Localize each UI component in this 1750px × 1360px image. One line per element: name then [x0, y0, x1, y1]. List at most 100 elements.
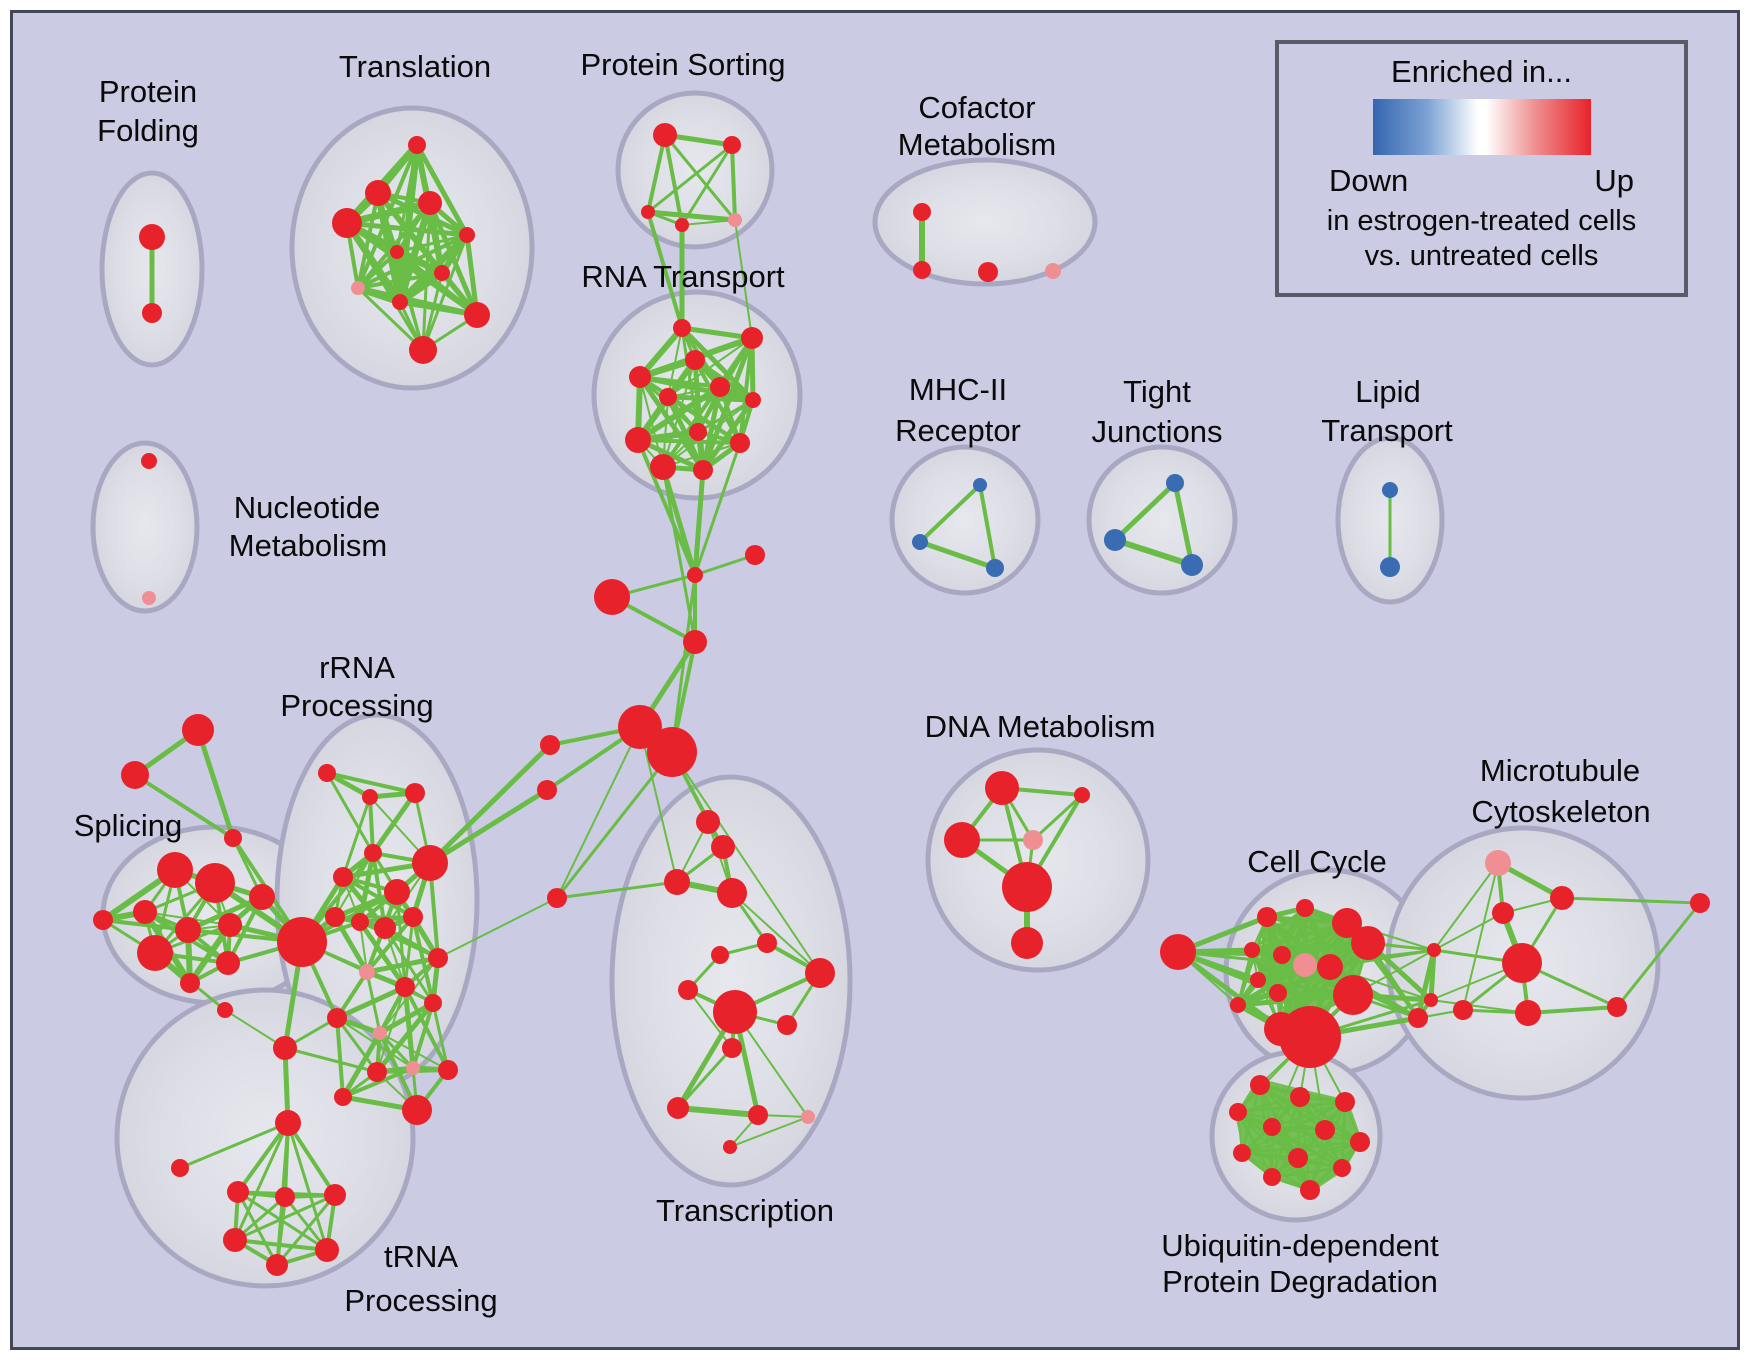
cell-cycle-node[interactable] [1333, 975, 1373, 1015]
translation-node[interactable] [409, 336, 437, 364]
protein-folding-node[interactable] [139, 224, 165, 250]
mhc-ii-receptor-node[interactable] [973, 478, 987, 492]
transcription-node[interactable] [678, 980, 698, 1000]
protein-sorting-node[interactable] [675, 218, 689, 232]
cell-cycle-node[interactable] [1317, 954, 1343, 980]
trna-processing-node[interactable] [315, 1238, 339, 1262]
transcription-node[interactable] [664, 869, 690, 895]
microtubule-cytoskeleton-node[interactable] [1550, 886, 1574, 910]
rrna-processing-node[interactable] [327, 1008, 347, 1028]
cell-cycle-node[interactable] [1351, 926, 1385, 960]
rrna-processing-node[interactable] [438, 1060, 458, 1080]
translation-node[interactable] [390, 245, 404, 259]
rrna-processing-node[interactable] [362, 789, 378, 805]
rna-transport-node[interactable] [710, 377, 730, 397]
splicing-node[interactable] [216, 951, 240, 975]
cell-cycle-node[interactable] [1257, 907, 1277, 927]
ubiquitin-degradation-node[interactable] [1315, 1120, 1335, 1140]
ubiquitin-degradation-node[interactable] [1288, 1148, 1308, 1168]
ubiquitin-degradation-node[interactable] [1350, 1132, 1370, 1152]
splicing-node[interactable] [218, 913, 242, 937]
cofactor-metabolism-node[interactable] [913, 261, 931, 279]
lipid-transport-node[interactable] [1382, 482, 1398, 498]
mhc-ii-receptor-node[interactable] [986, 559, 1004, 577]
microtubule-cytoskeleton-node[interactable] [1492, 902, 1514, 924]
dna-metabolism-node[interactable] [1023, 830, 1043, 850]
microtubule-cytoskeleton-node[interactable] [1690, 893, 1710, 913]
cofactor-metabolism-node[interactable] [978, 262, 998, 282]
connectors-node[interactable] [537, 780, 557, 800]
cell-cycle-node[interactable] [1332, 908, 1362, 938]
rna-transport-node[interactable] [673, 319, 691, 337]
trna-processing-node[interactable] [273, 1036, 297, 1060]
transcription-node[interactable] [722, 1038, 742, 1058]
transcription-node[interactable] [757, 933, 777, 953]
rrna-processing-node[interactable] [351, 913, 369, 931]
dna-metabolism-node[interactable] [1074, 787, 1090, 803]
rrna-processing-node[interactable] [334, 1088, 352, 1106]
splicing-node[interactable] [249, 884, 275, 910]
transcription-node[interactable] [696, 810, 720, 834]
splicing-node[interactable] [133, 900, 157, 924]
rrna-processing-node[interactable] [374, 917, 396, 939]
rna-transport-node[interactable] [625, 427, 651, 453]
splicing-node[interactable] [93, 910, 113, 930]
lipid-transport-node[interactable] [1380, 557, 1400, 577]
connectors-node[interactable] [277, 917, 327, 967]
microtubule-cytoskeleton-node[interactable] [1485, 850, 1511, 876]
trna-processing-node[interactable] [266, 1254, 288, 1276]
connectors-node[interactable] [217, 1002, 233, 1018]
transcription-node[interactable] [717, 878, 747, 908]
rna-transport-node[interactable] [693, 460, 713, 480]
ubiquitin-degradation-node[interactable] [1250, 1075, 1270, 1095]
rrna-processing-node[interactable] [373, 1026, 387, 1040]
protein-sorting-node[interactable] [728, 213, 742, 227]
dna-metabolism-node[interactable] [944, 822, 980, 858]
rrna-processing-node[interactable] [333, 867, 353, 887]
tight-junctions-node[interactable] [1104, 529, 1126, 551]
cell-cycle-node[interactable] [1230, 997, 1246, 1013]
connectors-node[interactable] [121, 761, 149, 789]
rna-transport-node[interactable] [689, 423, 707, 441]
cell-cycle-node[interactable] [1250, 972, 1266, 988]
cell-cycle-node[interactable] [1293, 953, 1317, 977]
rrna-processing-node[interactable] [359, 964, 375, 980]
connectors-node[interactable] [547, 888, 567, 908]
nucleotide-metabolism-node[interactable] [141, 453, 157, 469]
trna-processing-node[interactable] [324, 1184, 346, 1206]
tight-junctions-node[interactable] [1181, 554, 1203, 576]
cofactor-metabolism-node[interactable] [1045, 263, 1061, 279]
cofactor-metabolism-node[interactable] [913, 203, 931, 221]
connectors-node[interactable] [745, 545, 765, 565]
rrna-processing-node[interactable] [395, 977, 415, 997]
rna-transport-node[interactable] [685, 350, 705, 370]
mhc-ii-receptor-node[interactable] [912, 534, 928, 550]
microtubule-cytoskeleton-node[interactable] [1515, 1000, 1541, 1026]
rrna-processing-node[interactable] [412, 845, 448, 881]
nucleotide-metabolism-node[interactable] [142, 591, 156, 605]
protein-sorting-node[interactable] [723, 136, 741, 154]
rna-transport-node[interactable] [650, 454, 676, 480]
connectors-node[interactable] [594, 579, 630, 615]
cell-cycle-node[interactable] [1427, 943, 1441, 957]
splicing-node[interactable] [157, 852, 193, 888]
protein-sorting-node[interactable] [641, 205, 655, 219]
ubiquitin-degradation-node[interactable] [1300, 1180, 1320, 1200]
microtubule-cytoskeleton-node[interactable] [1502, 943, 1542, 983]
cell-cycle-node[interactable] [1160, 934, 1196, 970]
rrna-processing-node[interactable] [428, 948, 448, 968]
connectors-node[interactable] [540, 735, 560, 755]
rrna-processing-node[interactable] [424, 994, 442, 1012]
rrna-processing-node[interactable] [384, 879, 410, 905]
rna-transport-node[interactable] [741, 327, 763, 349]
rna-transport-node[interactable] [730, 433, 750, 453]
transcription-node[interactable] [711, 835, 735, 859]
trna-processing-node[interactable] [223, 1228, 247, 1252]
rna-transport-node[interactable] [629, 366, 651, 388]
splicing-node[interactable] [195, 863, 235, 903]
splicing-node[interactable] [175, 917, 201, 943]
connectors-node[interactable] [683, 630, 707, 654]
rrna-processing-node[interactable] [405, 783, 425, 803]
rna-transport-node[interactable] [745, 392, 761, 408]
transcription-node[interactable] [801, 1110, 815, 1124]
